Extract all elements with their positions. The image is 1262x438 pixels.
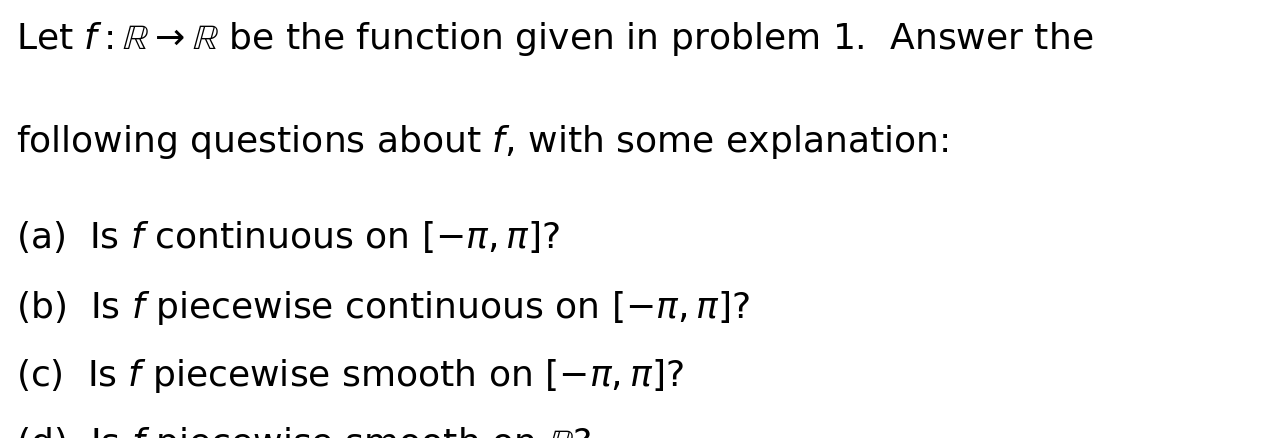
Text: (c)  Is $f$ piecewise smooth on $[-\pi, \pi]$?: (c) Is $f$ piecewise smooth on $[-\pi, \… bbox=[16, 357, 684, 395]
Text: (b)  Is $f$ piecewise continuous on $[-\pi, \pi]$?: (b) Is $f$ piecewise continuous on $[-\p… bbox=[16, 289, 751, 327]
Text: Let $f : \mathbb{R} \rightarrow \mathbb{R}$ be the function given in problem 1. : Let $f : \mathbb{R} \rightarrow \mathbb{… bbox=[16, 20, 1094, 58]
Text: following questions about $f$, with some explanation:: following questions about $f$, with some… bbox=[16, 123, 949, 161]
Text: (d)  Is $f$ piecewise smooth on $\mathbb{R}$?: (d) Is $f$ piecewise smooth on $\mathbb{… bbox=[16, 425, 592, 438]
Text: (a)  Is $f$ continuous on $[-\pi, \pi]$?: (a) Is $f$ continuous on $[-\pi, \pi]$? bbox=[16, 219, 560, 255]
